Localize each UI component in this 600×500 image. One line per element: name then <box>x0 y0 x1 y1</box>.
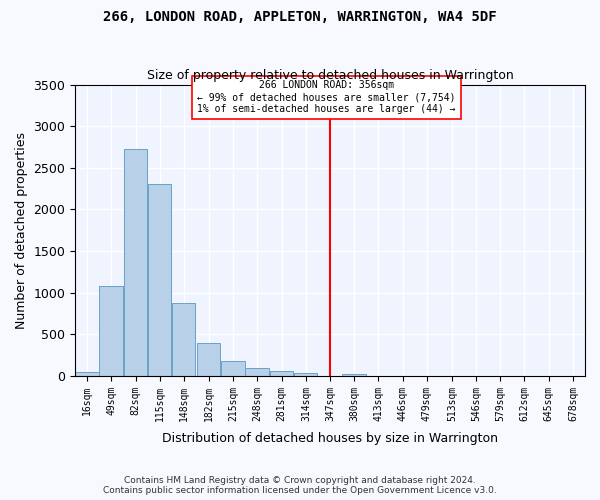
Text: Contains HM Land Registry data © Crown copyright and database right 2024.
Contai: Contains HM Land Registry data © Crown c… <box>103 476 497 495</box>
Bar <box>197 342 220 376</box>
Bar <box>221 362 245 376</box>
Bar <box>75 372 98 376</box>
Bar <box>294 374 317 376</box>
Bar <box>124 150 147 376</box>
Bar <box>269 372 293 376</box>
Text: 266 LONDON ROAD: 356sqm
← 99% of detached houses are smaller (7,754)
1% of semi-: 266 LONDON ROAD: 356sqm ← 99% of detache… <box>197 80 455 114</box>
Bar <box>100 286 123 376</box>
Bar <box>342 374 365 376</box>
Bar <box>245 368 269 376</box>
Y-axis label: Number of detached properties: Number of detached properties <box>15 132 28 328</box>
Bar <box>148 184 171 376</box>
X-axis label: Distribution of detached houses by size in Warrington: Distribution of detached houses by size … <box>162 432 498 445</box>
Text: 266, LONDON ROAD, APPLETON, WARRINGTON, WA4 5DF: 266, LONDON ROAD, APPLETON, WARRINGTON, … <box>103 10 497 24</box>
Title: Size of property relative to detached houses in Warrington: Size of property relative to detached ho… <box>147 69 514 82</box>
Bar <box>172 302 196 376</box>
